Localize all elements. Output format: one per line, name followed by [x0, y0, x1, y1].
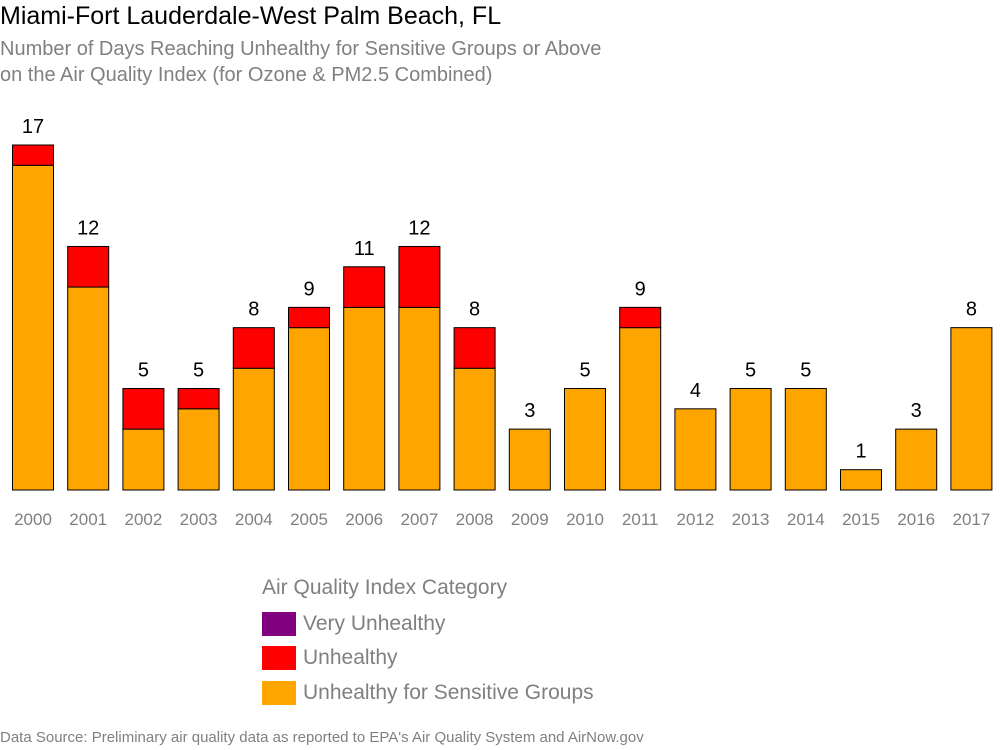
bar-segment-2016-unhealthy-for-sensitive-groups	[895, 428, 938, 491]
legend-label-usg: Unhealthy for Sensitive Groups	[303, 681, 594, 704]
bar-segment-2000-unhealthy	[12, 144, 54, 166]
data-label-2008: 8	[469, 299, 480, 321]
bar-chart: 1720001220015200252003820049200511200612…	[12, 116, 993, 529]
bar-segment-2013-unhealthy-for-sensitive-groups	[729, 388, 772, 491]
bar-segment-2002-unhealthy-for-sensitive-groups	[122, 428, 165, 491]
data-label-2007: 12	[408, 217, 430, 239]
bar-segment-2002-unhealthy	[122, 388, 165, 430]
x-tick-label-2016: 2016	[897, 510, 935, 529]
bar-segment-2012-unhealthy-for-sensitive-groups	[674, 408, 717, 491]
bar-segment-2017-unhealthy-for-sensitive-groups	[950, 327, 993, 491]
bar-segment-2008-unhealthy-for-sensitive-groups	[453, 367, 496, 491]
legend-swatch-unhealthy	[262, 646, 296, 670]
bar-segment-2014-unhealthy-for-sensitive-groups	[784, 388, 827, 491]
x-tick-label-2009: 2009	[511, 510, 549, 529]
data-label-2011: 9	[635, 278, 646, 300]
data-label-2003: 5	[193, 360, 204, 382]
legend-label-very-unhealthy: Very Unhealthy	[303, 612, 446, 635]
legend-swatch-very-unhealthy	[262, 612, 296, 636]
x-tick-label-2004: 2004	[235, 510, 273, 529]
data-label-2013: 5	[745, 360, 756, 382]
bar-segment-2015-unhealthy-for-sensitive-groups	[840, 469, 882, 491]
legend-item-usg: Unhealthy for Sensitive Groups	[262, 680, 594, 706]
x-tick-label-2002: 2002	[124, 510, 162, 529]
data-label-2000: 17	[22, 116, 44, 138]
bar-segment-2004-unhealthy-for-sensitive-groups	[232, 367, 275, 491]
legend-item-very-unhealthy: Very Unhealthy	[262, 611, 445, 637]
data-label-2014: 5	[800, 360, 811, 382]
x-tick-label-2017: 2017	[952, 510, 990, 529]
data-label-2010: 5	[579, 360, 590, 382]
legend-title: Air Quality Index Category	[262, 576, 508, 599]
x-tick-label-2012: 2012	[676, 510, 714, 529]
x-tick-label-2001: 2001	[69, 510, 107, 529]
x-tick-label-2000: 2000	[14, 510, 52, 529]
subtitle-line-1: Number of Days Reaching Unhealthy for Se…	[0, 38, 602, 60]
x-tick-label-2014: 2014	[787, 510, 825, 529]
x-tick-label-2011: 2011	[622, 510, 659, 529]
bar-segment-2006-unhealthy-for-sensitive-groups	[343, 306, 386, 491]
data-label-2017: 8	[966, 299, 977, 321]
x-tick-label-2005: 2005	[290, 510, 328, 529]
data-label-2015: 1	[855, 441, 866, 463]
bar-segment-2004-unhealthy	[232, 327, 275, 369]
legend-label-unhealthy: Unhealthy	[303, 646, 398, 669]
bar-segment-2009-unhealthy-for-sensitive-groups	[508, 428, 551, 491]
data-label-2001: 12	[77, 217, 99, 239]
chart-title: Miami-Fort Lauderdale-West Palm Beach, F…	[0, 2, 502, 30]
bar-segment-2011-unhealthy-for-sensitive-groups	[619, 327, 662, 491]
data-source-note: Data Source: Preliminary air quality dat…	[0, 729, 644, 746]
x-tick-label-2010: 2010	[566, 510, 604, 529]
data-label-2016: 3	[911, 400, 922, 422]
bar-segment-2003-unhealthy	[177, 388, 220, 410]
x-tick-label-2006: 2006	[345, 510, 383, 529]
data-label-2005: 9	[303, 278, 314, 300]
x-tick-label-2003: 2003	[180, 510, 218, 529]
x-tick-label-2008: 2008	[456, 510, 494, 529]
bar-segment-2007-unhealthy	[398, 245, 441, 308]
data-label-2009: 3	[524, 400, 535, 422]
data-label-2002: 5	[138, 360, 149, 382]
bar-segment-2001-unhealthy-for-sensitive-groups	[67, 286, 110, 491]
data-label-2004: 8	[248, 299, 259, 321]
bar-segment-2008-unhealthy	[453, 327, 496, 369]
x-tick-label-2013: 2013	[732, 510, 770, 529]
bar-segment-2003-unhealthy-for-sensitive-groups	[177, 408, 220, 491]
bar-segment-2000-unhealthy-for-sensitive-groups	[12, 164, 54, 491]
bar-segment-2005-unhealthy	[288, 306, 330, 329]
bar-segment-2006-unhealthy	[343, 266, 386, 308]
legend-swatch-usg	[262, 681, 296, 705]
chart-subtitle: Number of Days Reaching Unhealthy for Se…	[0, 36, 601, 88]
bar-segment-2007-unhealthy-for-sensitive-groups	[398, 306, 441, 491]
data-label-2006: 11	[354, 238, 375, 260]
bar-segment-2011-unhealthy	[619, 306, 662, 329]
data-label-2012: 4	[690, 380, 701, 402]
bar-segment-2005-unhealthy-for-sensitive-groups	[288, 327, 330, 491]
bar-segment-2010-unhealthy-for-sensitive-groups	[564, 388, 606, 491]
x-tick-label-2015: 2015	[842, 510, 880, 529]
x-tick-label-2007: 2007	[400, 510, 438, 529]
legend-item-unhealthy: Unhealthy	[262, 645, 398, 671]
bar-segment-2001-unhealthy	[67, 245, 110, 288]
subtitle-line-2: on the Air Quality Index (for Ozone & PM…	[0, 64, 493, 86]
